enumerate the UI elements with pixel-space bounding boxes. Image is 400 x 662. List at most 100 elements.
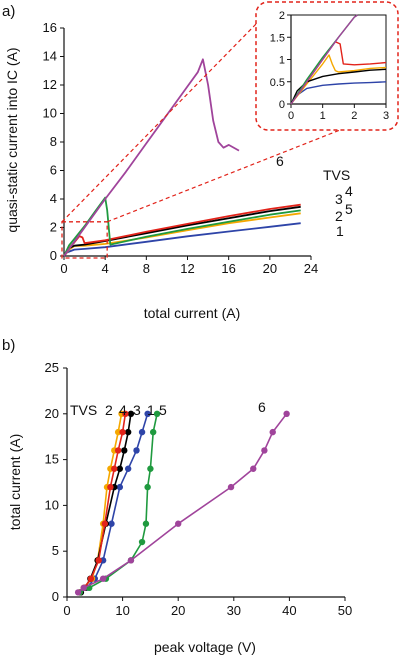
y-tick-label: 0 <box>50 248 57 263</box>
data-point-tvs-4 <box>95 557 102 564</box>
data-point-tvs-1 <box>144 410 151 417</box>
series-label-tvs-4: 4 <box>345 183 353 199</box>
x-tick-label: 16 <box>221 261 235 276</box>
series-label-tvs-5: 5 <box>345 201 353 217</box>
data-point-tvs-6 <box>250 465 257 472</box>
data-point-tvs-4 <box>119 428 126 436</box>
data-point-tvs-6 <box>175 520 182 527</box>
series-line-tvs-1 <box>63 222 301 257</box>
series-label-tvs-3: 3 <box>133 402 141 418</box>
series-label-tvs-4: 4 <box>119 402 127 418</box>
data-point-tvs-3 <box>116 465 124 472</box>
panel-b-series-labels: TVS 1 2 34 5 6 <box>70 399 266 418</box>
x-tick-label: 24 <box>304 261 318 276</box>
series-label-tvs-1: 1 <box>147 402 155 418</box>
data-point-tvs-6 <box>261 447 268 454</box>
y-tick-label: 12 <box>43 77 57 92</box>
data-point-tvs-4 <box>107 483 114 491</box>
panel-b-label: b) <box>2 337 15 354</box>
x-tick-label: 10 <box>115 603 129 618</box>
panel-a-y-axis-label: quasi-static current into IC (A) <box>4 47 20 232</box>
data-point-tvs-5 <box>138 538 146 546</box>
series-label-tvs-6: 6 <box>258 399 266 415</box>
y-tick-label: 25 <box>45 360 59 375</box>
data-point-tvs-6 <box>269 428 276 436</box>
panel-a-x-axis-label: total current (A) <box>144 305 240 321</box>
data-point-tvs-5 <box>147 465 154 472</box>
y-tick-label: 10 <box>43 106 57 121</box>
y-tick-label: 10 <box>45 497 59 512</box>
data-point-tvs-5 <box>144 483 151 491</box>
series-line-tvs-2 <box>290 54 387 105</box>
data-point-tvs-6 <box>99 575 107 582</box>
data-point-tvs-4 <box>122 410 129 417</box>
x-tick-label: 50 <box>338 603 352 618</box>
series-line-tvs-6 <box>77 413 288 594</box>
panel-b-lines <box>74 410 290 596</box>
x-tick-label: 0 <box>63 603 70 618</box>
y-tick-label: 2 <box>50 220 57 235</box>
series-label-tvs-2: 2 <box>335 208 343 224</box>
y-tick-label: 0 <box>52 589 59 604</box>
x-tick-label: 0 <box>288 110 294 122</box>
panel-a-series-labels: TVS 123 4 5 6 <box>276 153 353 239</box>
series-label-tvs-5: 5 <box>159 402 167 418</box>
data-point-tvs-4 <box>101 520 109 527</box>
x-tick-label: 3 <box>383 110 389 122</box>
zoom-connector-line-top <box>61 21 259 223</box>
panel-a-lines <box>63 58 301 257</box>
y-tick-label: 0 <box>279 99 285 111</box>
data-point-tvs-2 <box>114 428 122 436</box>
zoom-region-box <box>61 221 108 259</box>
y-tick-label: 16 <box>43 20 57 35</box>
series-line-tvs-6 <box>290 14 358 105</box>
series-line-tvs-3 <box>290 68 387 105</box>
y-tick-label: 14 <box>43 49 57 64</box>
x-tick-label: 4 <box>102 261 109 276</box>
x-tick-label: 0 <box>60 261 67 276</box>
data-point-tvs-6 <box>74 589 82 596</box>
data-point-tvs-3 <box>121 447 128 454</box>
data-point-tvs-6 <box>283 410 290 417</box>
data-point-tvs-6 <box>80 584 87 592</box>
data-point-tvs-6 <box>227 483 235 491</box>
y-tick-label: 20 <box>45 406 59 421</box>
x-tick-label: 12 <box>180 261 194 276</box>
series-line-tvs-4 <box>79 413 127 593</box>
data-point-tvs-3 <box>124 428 132 436</box>
series-line-tvs-3 <box>63 205 301 257</box>
x-tick-label: 20 <box>263 261 277 276</box>
data-point-tvs-1 <box>116 483 124 491</box>
series-line-tvs-5 <box>63 196 301 257</box>
x-tick-label: 20 <box>171 603 185 618</box>
data-point-tvs-1 <box>138 428 146 436</box>
inset-frame <box>255 1 399 131</box>
x-tick-label: 2 <box>351 110 357 122</box>
data-point-tvs-6 <box>127 557 135 564</box>
panel-b-x-axis-label: peak voltage (V) <box>154 639 256 655</box>
legend-title-b: TVS <box>70 402 97 418</box>
data-point-tvs-1 <box>99 557 107 564</box>
data-point-tvs-4 <box>87 575 95 582</box>
y-tick-label: 2 <box>279 10 285 22</box>
zoom-connector-line-bottom <box>106 129 341 223</box>
y-tick-label: 0.5 <box>270 77 285 89</box>
y-tick-label: 15 <box>45 452 59 467</box>
series-label-tvs-6: 6 <box>276 153 284 169</box>
data-point-tvs-1 <box>124 465 132 472</box>
inset-chart: 0 1 2 3 0 0.5 1 1.5 2 <box>255 1 399 131</box>
y-tick-label: 6 <box>50 163 57 178</box>
x-tick-label: 30 <box>227 603 241 618</box>
series-line-tvs-5 <box>79 413 158 594</box>
y-tick-label: 5 <box>52 543 59 558</box>
series-line-tvs-1 <box>80 413 149 594</box>
legend-title-a: TVS <box>323 167 350 183</box>
panel-a-label: a) <box>2 3 15 20</box>
y-tick-label: 1 <box>279 55 285 67</box>
y-tick-label: 1.5 <box>270 32 285 44</box>
series-label-tvs-3: 3 <box>335 191 343 207</box>
data-point-tvs-5 <box>142 520 150 527</box>
